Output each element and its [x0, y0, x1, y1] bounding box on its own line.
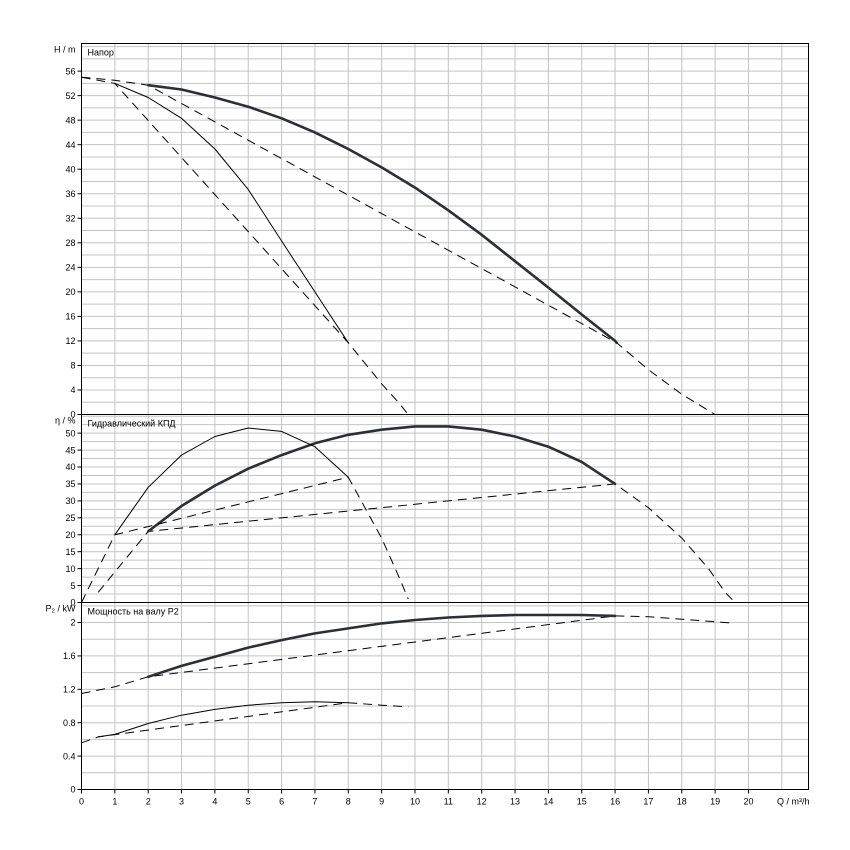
- y-tick-label: 16: [65, 312, 75, 322]
- curve-efficiency-bold-solid: [146, 425, 617, 533]
- curve-efficiency-bold-dashed: [97, 483, 736, 603]
- panel-frame-head: [81, 43, 809, 415]
- y-tick-label: 32: [65, 213, 75, 223]
- panel-title-head: Напор: [88, 48, 114, 58]
- curve-head-thin-dashed: [81, 76, 409, 415]
- curve-head-bold-dashed: [81, 76, 727, 415]
- curve-power-bold-solid: [146, 613, 617, 679]
- y-tick-label: 24: [65, 263, 75, 273]
- panel-frame-efficiency: [81, 414, 809, 603]
- x-tick-label: 14: [543, 797, 553, 807]
- y-tick-label: 8: [70, 361, 75, 371]
- y-tick-label: 40: [65, 462, 75, 472]
- y-tick-label: 0: [70, 410, 75, 420]
- y-tick-label: 36: [65, 189, 75, 199]
- y-tick-label: 48: [65, 115, 75, 125]
- x-tick-label: 16: [610, 797, 620, 807]
- y-tick-label: 2: [70, 618, 75, 628]
- x-tick-label: 15: [577, 797, 587, 807]
- y-tick-label: 25: [65, 513, 75, 523]
- y-tick-label: 44: [65, 140, 75, 150]
- y-tick-label: 20: [65, 287, 75, 297]
- curve-head-bold-solid: [146, 83, 619, 345]
- grid-layer: [81, 43, 809, 790]
- x-tick-label: 0: [79, 797, 84, 807]
- y-tick-label: 0: [70, 785, 75, 795]
- panel-title-power: Мощность на валу P2: [88, 607, 179, 617]
- x-tick-label: 20: [743, 797, 753, 807]
- y-tick-label: 0: [70, 598, 75, 608]
- x-tick-label: 11: [444, 797, 453, 807]
- y-tick-label: 20: [65, 530, 75, 540]
- curve-head-thin-solid: [114, 82, 349, 344]
- x-tick-label: 8: [346, 797, 351, 807]
- y-tick-label: 12: [65, 336, 75, 346]
- y-tick-label: 15: [65, 547, 75, 557]
- y-axis-label-efficiency: η / %: [55, 416, 76, 426]
- y-tick-label: 30: [65, 496, 75, 506]
- x-tick-label: 5: [246, 797, 251, 807]
- x-tick-label: 2: [146, 797, 151, 807]
- x-tick-label: 4: [212, 797, 217, 807]
- y-tick-label: 35: [65, 479, 75, 489]
- y-tick-label: 45: [65, 445, 75, 455]
- x-tick-label: 7: [312, 797, 317, 807]
- x-tick-label: 6: [279, 797, 284, 807]
- y-tick-label: 5: [70, 581, 75, 591]
- y-tick-label: 52: [65, 91, 75, 101]
- frame-layer: [77, 43, 809, 794]
- curve-layer: [81, 76, 736, 744]
- panel-frame-power: [81, 602, 809, 790]
- x-tick-label: 18: [677, 797, 687, 807]
- y-tick-label: 28: [65, 238, 75, 248]
- x-tick-label: 10: [410, 797, 420, 807]
- curve-power-bold-dashed: [81, 615, 736, 694]
- y-tick-label: 10: [65, 564, 75, 574]
- y-tick-label: 1.2: [63, 685, 76, 695]
- x-tick-label: 9: [379, 797, 384, 807]
- y-tick-label: 50: [65, 428, 75, 438]
- x-tick-label: 12: [477, 797, 487, 807]
- x-tick-label: 1: [112, 797, 117, 807]
- y-tick-label: 0.4: [63, 751, 76, 761]
- curve-power-thin-solid: [97, 701, 349, 738]
- y-axis-label-head: H / m: [54, 45, 76, 55]
- y-tick-label: 1.6: [63, 651, 76, 661]
- x-tick-label: 19: [710, 797, 720, 807]
- y-axis-label-power: P₂ / kW: [46, 604, 76, 614]
- x-tick-label: 17: [643, 797, 653, 807]
- x-tick-label: 3: [179, 797, 184, 807]
- curve-efficiency-thin-dashed: [81, 476, 409, 603]
- y-tick-label: 4: [70, 385, 75, 395]
- y-tick-label: 0.8: [63, 718, 76, 728]
- y-tick-label: 40: [65, 164, 75, 174]
- x-axis-label: Q / m³/h: [777, 797, 810, 807]
- y-tick-label: 56: [65, 66, 75, 76]
- panel-title-efficiency: Гидравлический КПД: [88, 419, 176, 429]
- curve-efficiency-thin-solid: [114, 427, 349, 536]
- x-tick-label: 13: [510, 797, 520, 807]
